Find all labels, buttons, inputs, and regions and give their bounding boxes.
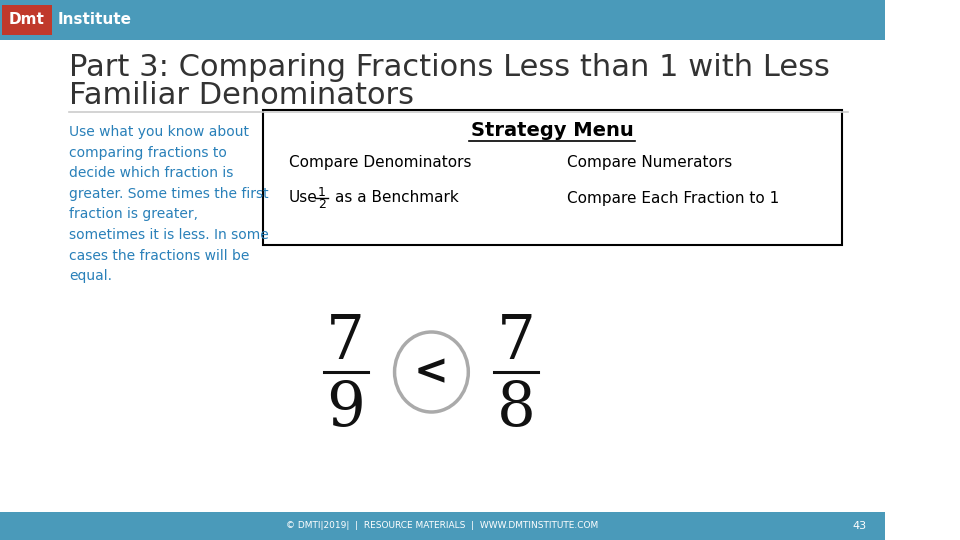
Text: 8: 8	[497, 378, 536, 438]
Text: Compare Each Fraction to 1: Compare Each Fraction to 1	[567, 191, 780, 206]
Text: Dmt: Dmt	[9, 12, 45, 28]
FancyBboxPatch shape	[0, 0, 885, 40]
Text: 7: 7	[497, 312, 536, 372]
Text: Compare Denominators: Compare Denominators	[289, 154, 471, 170]
Text: Part 3: Comparing Fractions Less than 1 with Less: Part 3: Comparing Fractions Less than 1 …	[69, 53, 830, 83]
Text: 9: 9	[326, 378, 365, 438]
Text: 43: 43	[852, 521, 867, 531]
Text: © DMTI|2019|  |  RESOURCE MATERIALS  |  WWW.DMTINSTITUTE.COM: © DMTI|2019| | RESOURCE MATERIALS | WWW.…	[286, 522, 599, 530]
Text: Strategy Menu: Strategy Menu	[470, 120, 634, 139]
Text: Familiar Denominators: Familiar Denominators	[69, 80, 414, 110]
FancyBboxPatch shape	[2, 5, 52, 35]
Text: <: <	[414, 351, 449, 393]
Text: Use what you know about
comparing fractions to
decide which fraction is
greater.: Use what you know about comparing fracti…	[69, 125, 269, 283]
Text: as a Benchmark: as a Benchmark	[335, 191, 458, 206]
Text: Use: Use	[289, 191, 318, 206]
Text: 7: 7	[326, 312, 365, 372]
Text: 1: 1	[318, 186, 325, 199]
Text: 2: 2	[318, 198, 325, 211]
FancyBboxPatch shape	[0, 512, 885, 540]
FancyBboxPatch shape	[263, 110, 842, 245]
Text: Institute: Institute	[58, 12, 132, 28]
Text: Compare Numerators: Compare Numerators	[567, 154, 732, 170]
